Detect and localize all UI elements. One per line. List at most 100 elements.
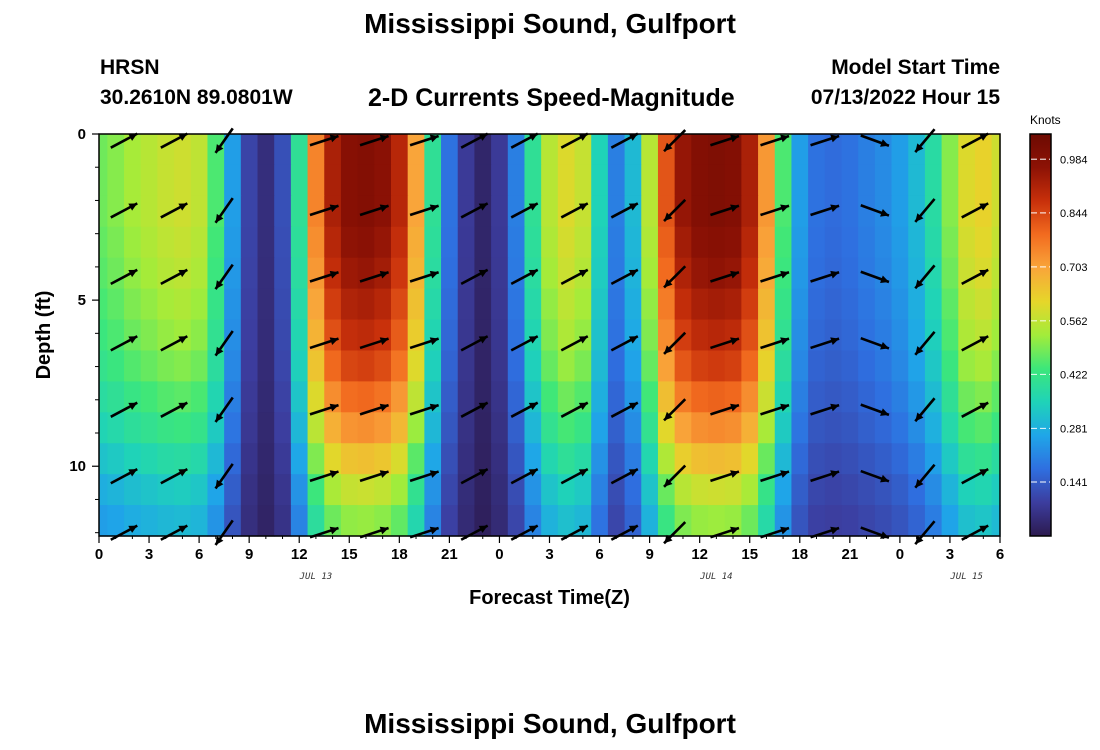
heatmap-cell — [974, 505, 993, 537]
heatmap-cell — [557, 195, 576, 228]
vector-head — [730, 204, 739, 213]
heatmap-cell — [290, 288, 309, 321]
heatmap-cell — [908, 412, 926, 444]
speed-heatmap — [99, 134, 1001, 537]
heatmap-cell — [324, 350, 342, 382]
heatmap-cell — [441, 134, 459, 166]
heatmap-cell — [541, 381, 559, 413]
heatmap-cell — [357, 381, 375, 413]
heatmap-cell — [274, 319, 292, 352]
colorbar-tick-label: 0.281 — [1060, 423, 1088, 435]
heatmap-cell — [574, 195, 592, 228]
heatmap-cell — [340, 164, 359, 197]
heatmap-cell — [340, 443, 359, 475]
heatmap-cell — [240, 412, 259, 444]
heatmap-cell — [257, 319, 275, 352]
heatmap-cell — [340, 474, 359, 506]
heatmap-cell — [741, 164, 759, 197]
heatmap-cell — [691, 412, 709, 444]
heatmap-cell — [841, 412, 859, 444]
heatmap-cell — [124, 288, 142, 321]
heatmap-cell — [758, 505, 776, 537]
heatmap-cell — [340, 195, 359, 228]
heatmap-cell — [791, 350, 809, 382]
current-vector — [110, 268, 138, 286]
vector-head — [979, 525, 989, 533]
heatmap-cell — [758, 288, 776, 321]
current-vector — [760, 470, 790, 483]
heatmap-cell — [340, 257, 359, 290]
vector-head — [379, 470, 389, 478]
heatmap-cell — [557, 319, 576, 352]
current-vector — [160, 268, 188, 286]
heatmap-cell — [407, 164, 425, 197]
heatmap-cell — [99, 381, 108, 413]
heatmap-cell — [474, 164, 492, 197]
current-vector — [961, 202, 989, 219]
heatmap-cell — [657, 474, 676, 506]
heatmap-cell — [507, 257, 526, 290]
vector-head — [628, 269, 638, 278]
heatmap-cell — [340, 134, 359, 166]
heatmap-cell — [290, 226, 309, 259]
heatmap-cell — [691, 319, 709, 352]
heatmap-cell — [991, 443, 1001, 475]
vector-head — [880, 209, 889, 217]
current-vector — [110, 132, 138, 149]
vector-head — [528, 203, 538, 211]
x-tick-label: 12 — [291, 546, 308, 563]
heatmap-cell — [174, 474, 192, 506]
current-vector — [860, 469, 890, 483]
heatmap-cell — [874, 412, 893, 444]
heatmap-cell — [908, 381, 926, 413]
heatmap-cell — [991, 257, 1001, 290]
heatmap-cell — [708, 474, 726, 506]
heatmap-cell — [340, 505, 359, 537]
heatmap-cell — [858, 195, 876, 228]
vector-head — [664, 411, 673, 421]
heatmap-cell — [724, 319, 742, 352]
heatmap-cell — [641, 505, 659, 537]
vector-head — [780, 403, 790, 412]
current-vector — [214, 519, 234, 546]
heatmap-cell — [507, 350, 526, 382]
heatmap-cell — [624, 195, 642, 228]
heatmap-cell — [357, 195, 375, 228]
heatmap-cell — [724, 195, 742, 228]
heatmap-cell — [708, 288, 726, 321]
heatmap-cell — [574, 443, 592, 475]
heatmap-cell — [140, 195, 158, 228]
heatmap-cell — [107, 195, 125, 228]
current-vector — [810, 337, 840, 350]
vector-head — [478, 133, 488, 141]
heatmap-cell — [457, 505, 476, 537]
heatmap-cell — [974, 350, 993, 382]
current-vector — [914, 397, 936, 423]
vector-head — [730, 134, 739, 143]
heatmap-cell — [924, 288, 943, 321]
heatmap-cell — [390, 195, 409, 228]
heatmap-cell — [891, 226, 909, 259]
heatmap-cell — [824, 288, 843, 321]
heatmap-cell — [574, 350, 592, 382]
vector-head — [379, 337, 389, 345]
heatmap-cell — [390, 164, 409, 197]
x-tick-label: 0 — [495, 546, 503, 563]
heatmap-cell — [190, 226, 209, 259]
heatmap-cell — [457, 350, 476, 382]
heatmap-cell — [891, 195, 909, 228]
heatmap-cell — [457, 195, 476, 228]
heatmap-cell — [591, 381, 609, 413]
heatmap-cell — [791, 443, 809, 475]
current-vector — [961, 268, 989, 286]
heatmap-cell — [240, 505, 259, 537]
heatmap-cell — [941, 319, 959, 352]
current-vector — [214, 127, 234, 154]
heatmap-cell — [140, 134, 158, 166]
heatmap-cell — [958, 350, 976, 382]
x-tick-label: 18 — [391, 546, 408, 563]
heatmap-cell — [791, 288, 809, 321]
heatmap-cell — [390, 319, 409, 352]
heatmap-cell — [274, 134, 292, 166]
heatmap-cell — [491, 257, 509, 290]
